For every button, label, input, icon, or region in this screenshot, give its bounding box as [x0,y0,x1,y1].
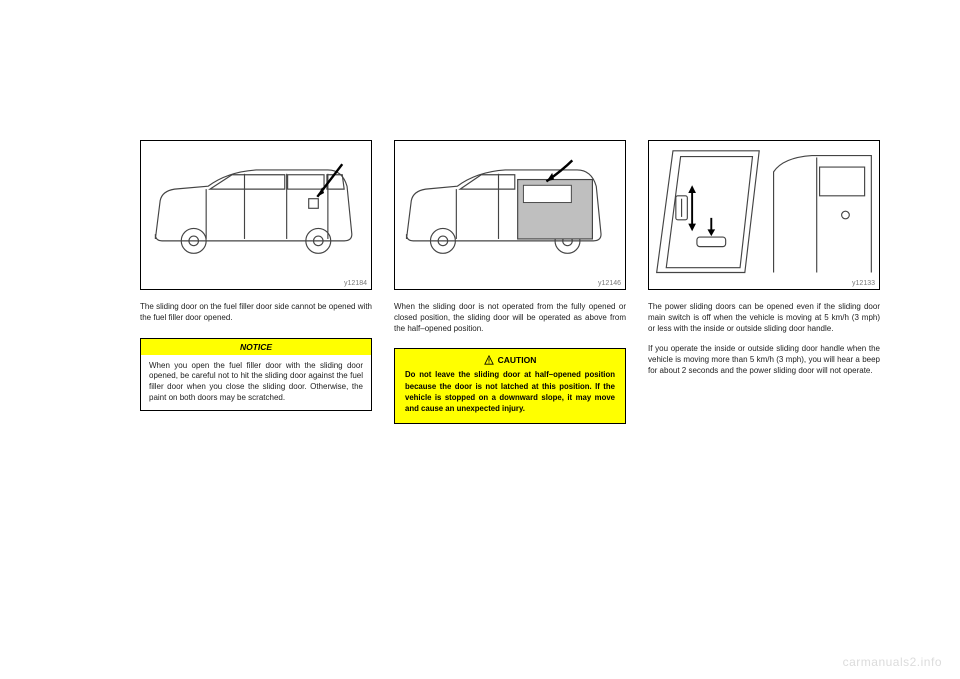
caution-body: Do not leave the sliding door at half–op… [405,369,615,414]
figure-right-id: y12133 [852,280,875,287]
col3-paragraph-1: The power sliding doors can be opened ev… [648,302,880,334]
figure-right: y12133 [648,140,880,290]
door-handle-detail-icon [649,141,879,289]
figure-middle: y12146 [394,140,626,290]
van-half-open-door-icon [395,141,625,289]
page: y12184 The sliding door on the fuel fill… [0,0,960,679]
caution-header: CAUTION [405,355,615,365]
columns: y12184 The sliding door on the fuel fill… [140,140,880,424]
col1-paragraph: The sliding door on the fuel filler door… [140,302,372,324]
warning-triangle-icon [484,355,494,365]
notice-title: NOTICE [141,339,371,355]
caution-box: CAUTION Do not leave the sliding door at… [394,348,626,423]
column-right: y12133 The power sliding doors can be op… [648,140,880,424]
figure-left: y12184 [140,140,372,290]
column-middle: y12146 When the sliding door is not oper… [394,140,626,424]
caution-title: CAUTION [498,355,537,365]
watermark: carmanuals2.info [843,655,942,669]
figure-middle-id: y12146 [598,280,621,287]
col2-paragraph: When the sliding door is not operated fr… [394,302,626,334]
notice-box: NOTICE When you open the fuel filler doo… [140,338,372,411]
column-left: y12184 The sliding door on the fuel fill… [140,140,372,424]
figure-left-id: y12184 [344,280,367,287]
col3-paragraph-2: If you operate the inside or outside sli… [648,344,880,376]
notice-body: When you open the fuel filler door with … [141,355,371,410]
van-fuel-door-icon [141,141,371,289]
